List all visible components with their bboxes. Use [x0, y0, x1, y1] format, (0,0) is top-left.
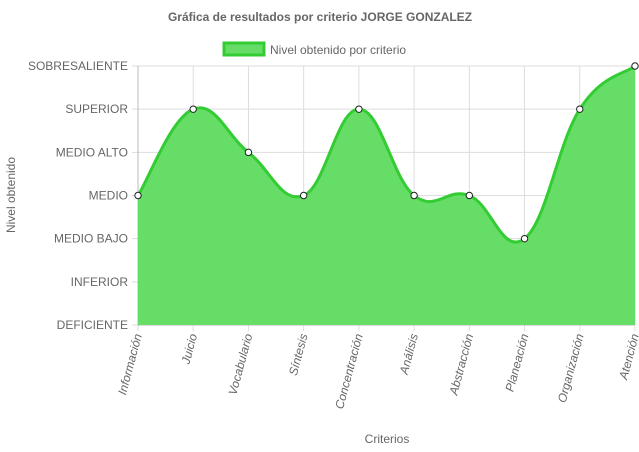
y-axis-label: Nivel obtenido [4, 157, 18, 233]
data-point[interactable] [134, 191, 142, 200]
x-tick-label: Síntesis [286, 332, 311, 377]
legend-swatch [222, 41, 266, 57]
y-tick-label: MEDIO ALTO [56, 145, 128, 159]
data-point[interactable] [520, 234, 529, 243]
y-tick-label: MEDIO [89, 189, 128, 203]
data-point[interactable] [355, 105, 363, 113]
chart-title: Gráfica de resultados por criterio JORGE… [168, 10, 472, 24]
x-tick-label: Abstracción [446, 332, 476, 397]
y-tick-label: INFERIOR [71, 275, 129, 289]
data-point[interactable] [631, 62, 639, 70]
series-area [138, 66, 635, 325]
data-point[interactable] [410, 191, 418, 200]
x-tick-label: Juicio [178, 332, 200, 367]
x-tick-label: Planeación [503, 332, 532, 393]
y-tick-label: SOBRESALIENTE [28, 59, 128, 73]
legend[interactable]: Nivel obtenido por criterio [222, 41, 406, 57]
data-point[interactable] [576, 105, 584, 113]
y-tick-label: MEDIO BAJO [54, 232, 128, 246]
y-tick-label: DEFICIENTE [57, 318, 128, 332]
data-point[interactable] [244, 148, 253, 157]
x-tick-label: Organización [555, 332, 587, 404]
series-line [136, 64, 636, 244]
data-point[interactable] [299, 191, 308, 200]
plot-area [134, 62, 639, 325]
x-axis-label: Criterios [365, 432, 410, 446]
x-tick-label: Información [115, 332, 145, 396]
data-point[interactable] [465, 191, 474, 200]
x-tick-label: Análisis [397, 332, 421, 377]
y-tick-label: SUPERIOR [65, 102, 128, 116]
x-tick-label: Concentración [332, 332, 366, 411]
legend-label: Nivel obtenido por criterio [270, 43, 406, 57]
data-point[interactable] [189, 105, 197, 113]
x-tick-label: Atención [616, 332, 639, 382]
x-tick-label: Vocabulario [226, 332, 256, 397]
